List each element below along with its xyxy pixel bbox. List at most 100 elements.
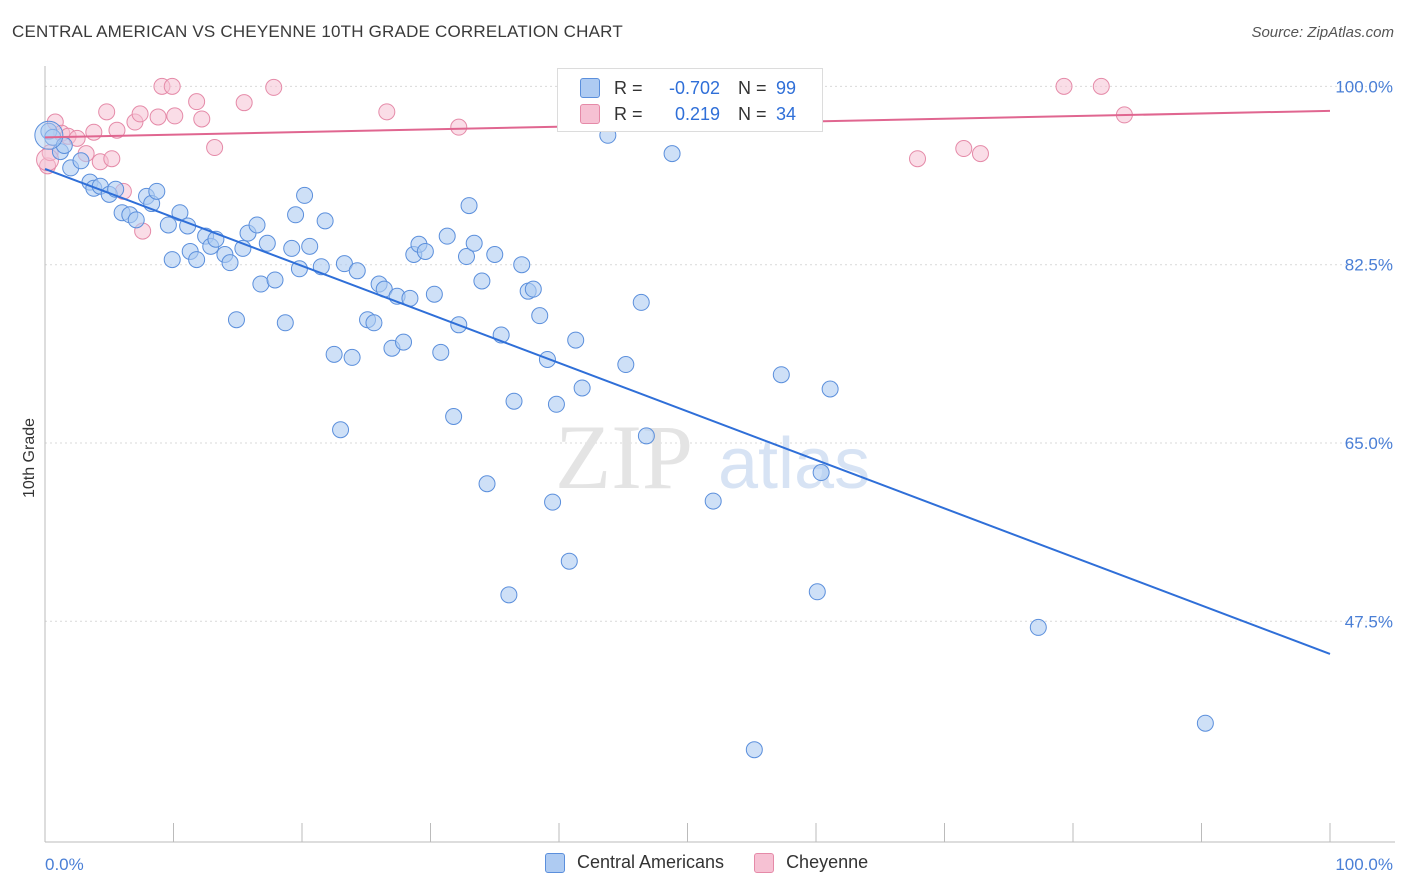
point-central-americans [547, 395, 565, 413]
point-central-americans [524, 280, 542, 298]
bottom-legend: Central Americans Cheyenne [545, 852, 898, 873]
x-tick-labels: 0.0% 100.0% [45, 855, 1393, 874]
point-central-americans [704, 492, 722, 510]
point-cheyenne [378, 103, 396, 121]
point-central-americans [148, 182, 166, 200]
point-central-americans [283, 239, 301, 257]
point-cheyenne [193, 110, 211, 128]
legend-row-cheyenne: R = 0.219 N = 34 [580, 102, 796, 126]
legend-n-label: N = [738, 103, 767, 124]
y-tick-label: 47.5% [1345, 612, 1393, 631]
grid-lines [45, 85, 1395, 622]
y-tick-label: 65.0% [1345, 434, 1393, 453]
point-central-americans [745, 741, 763, 759]
point-central-americans [632, 293, 650, 311]
point-central-americans [500, 586, 518, 604]
series-central-americans [34, 120, 1214, 759]
point-central-americans [473, 272, 491, 290]
point-cheyenne [1092, 77, 1110, 95]
point-central-americans [163, 251, 181, 269]
point-cheyenne [103, 150, 121, 168]
legend-r-value: 0.219 [674, 103, 720, 124]
point-cheyenne [450, 118, 468, 136]
legend-r-value: -0.702 [668, 77, 720, 98]
point-central-americans [513, 256, 531, 274]
bottom-legend-label: Cheyenne [786, 852, 869, 872]
point-central-americans [72, 152, 90, 170]
point-central-americans [544, 493, 562, 511]
bottom-legend-cheyenne: Cheyenne [754, 852, 868, 873]
point-central-americans-cluster [34, 120, 64, 150]
point-central-americans [432, 343, 450, 361]
x-tick-label: 100.0% [1335, 855, 1393, 874]
point-central-americans [316, 212, 334, 230]
point-central-americans [425, 285, 443, 303]
point-central-americans [416, 242, 434, 260]
legend-r-label: R = [614, 103, 643, 124]
point-central-americans [276, 314, 294, 332]
point-cheyenne [971, 145, 989, 163]
point-central-americans [159, 216, 177, 234]
point-central-americans [188, 251, 206, 269]
point-cheyenne [909, 150, 927, 168]
point-central-americans [573, 379, 591, 397]
trend-line-central-americans [44, 167, 1331, 655]
point-central-americans [505, 392, 523, 410]
point-central-americans [457, 248, 475, 266]
point-central-americans [335, 255, 353, 273]
bottom-legend-label: Central Americans [577, 852, 725, 872]
point-central-americans [248, 216, 266, 234]
point-central-americans [348, 262, 366, 280]
point-cheyenne [131, 105, 149, 123]
y-axis-label: 10th Grade [21, 418, 38, 498]
legend-n-value: 34 [776, 103, 797, 124]
point-central-americans [465, 234, 483, 252]
point-central-americans [812, 464, 830, 482]
point-central-americans [808, 583, 826, 601]
legend-n-label: N = [738, 77, 767, 98]
point-cheyenne [166, 107, 184, 125]
point-cheyenne [235, 94, 253, 112]
point-central-americans [252, 275, 270, 293]
point-central-americans [486, 246, 504, 263]
point-central-americans [296, 186, 314, 204]
legend-swatch-pink [580, 104, 600, 124]
point-central-americans [560, 552, 578, 570]
chart-title: CENTRAL AMERICAN VS CHEYENNE 10TH GRADE … [12, 22, 623, 41]
point-central-americans [663, 145, 681, 163]
point-central-americans [617, 356, 635, 374]
y-tick-label: 82.5% [1345, 256, 1393, 275]
legend-swatch-blue [580, 78, 600, 98]
point-central-americans [637, 427, 655, 445]
legend-swatch-pink [754, 852, 775, 873]
point-central-americans [438, 227, 456, 245]
point-central-americans [266, 271, 284, 289]
point-central-americans [460, 197, 478, 215]
point-central-americans [332, 421, 350, 439]
point-cheyenne [163, 77, 181, 95]
point-cheyenne [98, 103, 116, 121]
point-central-americans [365, 314, 383, 332]
point-central-americans [531, 307, 549, 325]
axes [44, 66, 1395, 843]
watermark-atlas: atlas [718, 424, 870, 504]
point-cheyenne [68, 129, 86, 147]
point-central-americans [1029, 618, 1047, 636]
point-cheyenne [1055, 77, 1073, 95]
point-central-americans [445, 408, 463, 426]
point-cheyenne [188, 93, 206, 111]
source-label: Source: ZipAtlas.com [1251, 24, 1394, 41]
trend-lines [44, 109, 1331, 655]
point-cheyenne [265, 78, 283, 96]
legend-r-label: R = [614, 77, 643, 98]
point-central-americans [1196, 714, 1214, 732]
point-central-americans [567, 331, 585, 349]
legend-row-central-americans: R = -0.702 N = 99 [580, 76, 796, 100]
watermark-zip: ZIP [555, 406, 693, 508]
y-tick-label: 100.0% [1335, 77, 1393, 96]
legend-box: R = -0.702 N = 99 R = 0.219 N = 34 [557, 68, 823, 132]
point-central-americans [127, 211, 145, 229]
point-central-americans [258, 234, 276, 252]
point-central-americans [343, 348, 361, 366]
